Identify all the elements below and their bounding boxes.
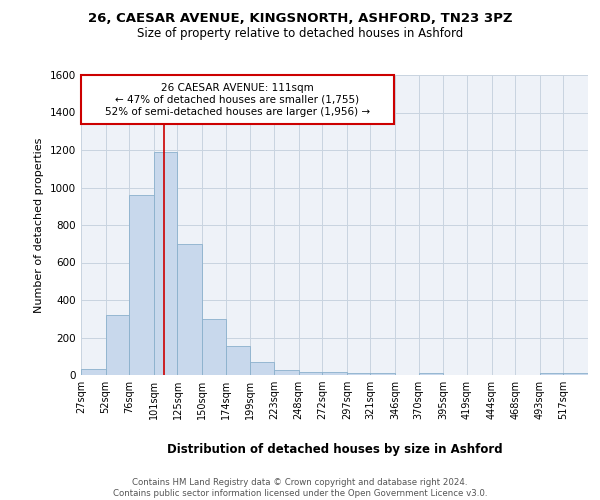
Bar [299,372,322,375]
Bar [226,346,250,375]
Bar [322,372,347,375]
Text: Contains HM Land Registry data © Crown copyright and database right 2024.
Contai: Contains HM Land Registry data © Crown c… [113,478,487,498]
Bar [419,373,443,375]
Bar [250,362,274,375]
Bar [178,244,202,375]
Text: ← 47% of detached houses are smaller (1,755): ← 47% of detached houses are smaller (1,… [115,94,359,104]
Bar [563,373,588,375]
Bar [81,370,106,375]
Text: Distribution of detached houses by size in Ashford: Distribution of detached houses by size … [167,442,503,456]
Bar [274,370,299,375]
Bar [106,315,129,375]
Y-axis label: Number of detached properties: Number of detached properties [34,138,44,312]
Text: Size of property relative to detached houses in Ashford: Size of property relative to detached ho… [137,28,463,40]
Bar [347,373,370,375]
Text: 26, CAESAR AVENUE, KINGSNORTH, ASHFORD, TN23 3PZ: 26, CAESAR AVENUE, KINGSNORTH, ASHFORD, … [88,12,512,26]
Bar [370,373,395,375]
Text: 52% of semi-detached houses are larger (1,956) →: 52% of semi-detached houses are larger (… [105,107,370,117]
FancyBboxPatch shape [81,75,394,124]
Text: 26 CAESAR AVENUE: 111sqm: 26 CAESAR AVENUE: 111sqm [161,84,314,94]
Bar [540,373,563,375]
Bar [154,152,178,375]
Bar [202,319,226,375]
Bar [129,195,154,375]
